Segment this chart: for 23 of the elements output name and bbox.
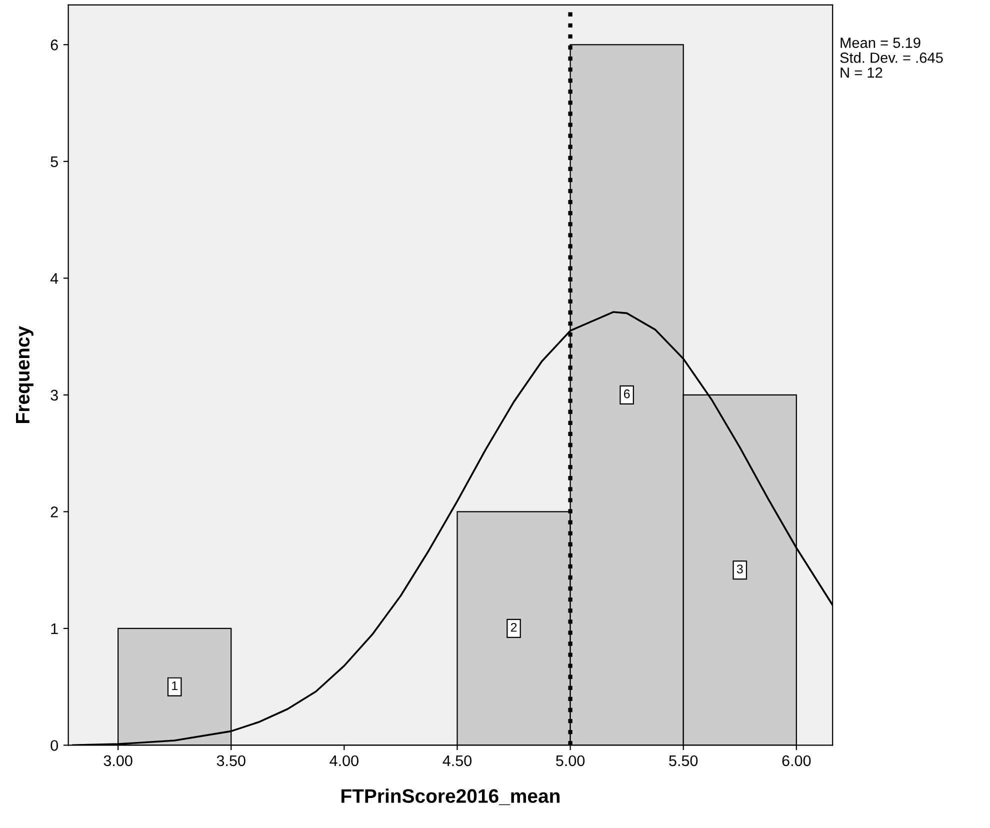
data-label: 3 — [736, 564, 743, 574]
x-axis-title: FTPrinScore2016_mean — [342, 788, 560, 806]
text: N = 12 — [840, 67, 882, 78]
text: Std. Dev. = .645 — [840, 52, 943, 63]
data-label: 2 — [510, 622, 517, 632]
y-tick-label: 4 — [50, 273, 58, 284]
y-tick-label: 5 — [50, 156, 58, 168]
x-tick-label: 3.00 — [104, 755, 132, 766]
x-tick-label: 5.00 — [556, 755, 585, 766]
data-label: 1 — [172, 681, 178, 690]
y-tick-label: 2 — [50, 506, 58, 518]
data-label: 6 — [624, 389, 630, 398]
y-tick-label: 1 — [51, 623, 58, 634]
y-tick-label: 3 — [50, 390, 58, 401]
x-tick-label: 5.50 — [669, 755, 698, 766]
x-tick-label: 4.00 — [330, 755, 358, 766]
y-tick-label: 0 — [50, 740, 58, 751]
y-axis-title: Frequency — [16, 326, 34, 423]
text: Mean = 5.19 — [840, 38, 920, 48]
x-tick-label: 6.00 — [782, 755, 811, 766]
x-tick-label: 4.50 — [442, 755, 472, 766]
y-tick-label: 6 — [50, 40, 58, 50]
x-tick-label: 3.50 — [216, 755, 246, 766]
